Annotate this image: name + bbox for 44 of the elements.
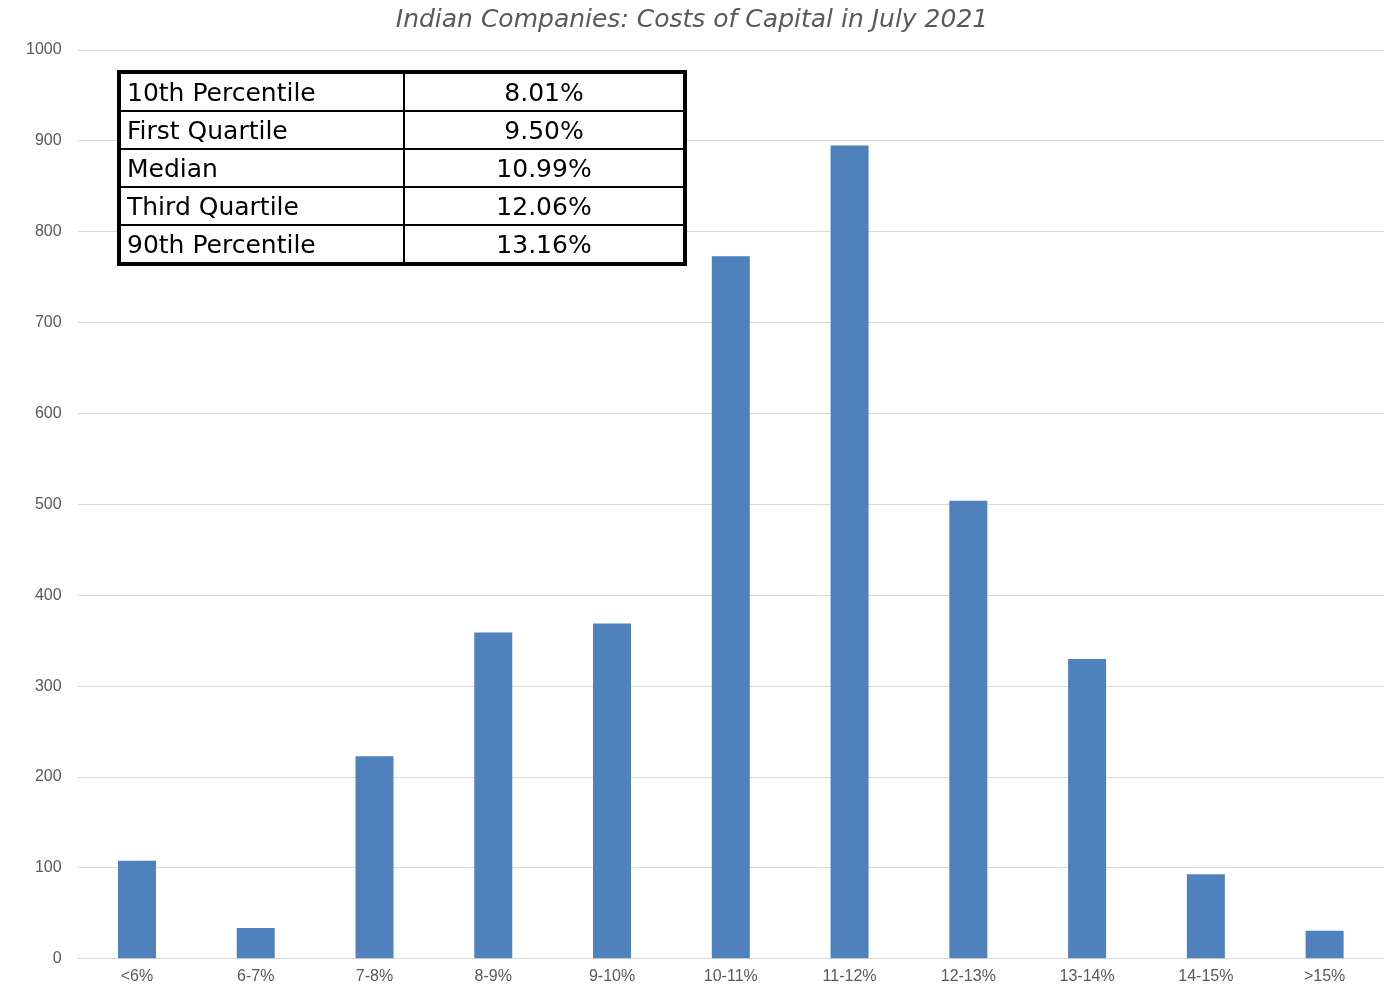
x-tick-label: 12-13% — [940, 966, 996, 984]
annotation: 10.99% — [404, 149, 685, 187]
y-tick-label: 100 — [34, 858, 62, 876]
annotation: 90th Percentile — [119, 225, 404, 264]
chart-title: Indian Companies: Costs of Capital in July 2021 — [394, 4, 990, 33]
x-tick-label: 13-14% — [1059, 966, 1115, 984]
bar — [1186, 874, 1225, 959]
x-tick-label: 10-11% — [703, 966, 758, 984]
annotation: 8.01% — [404, 72, 685, 111]
y-tick-label: 600 — [34, 403, 62, 421]
x-tick-label: 14-15% — [1178, 966, 1234, 984]
x-tick-label: 6-7% — [237, 966, 275, 984]
x-tick-label: 11-12% — [822, 966, 877, 984]
y-tick-label: 0 — [52, 949, 62, 967]
bar — [236, 927, 275, 959]
bar — [1305, 930, 1344, 959]
annotation: First Quartile — [119, 111, 404, 149]
bar — [949, 500, 988, 959]
x-tick-label: 7-8% — [355, 966, 394, 984]
y-tick-label: 300 — [34, 676, 62, 694]
y-tick-label: 500 — [34, 494, 62, 512]
x-tick-label: >15% — [1303, 966, 1346, 984]
bar — [1068, 658, 1107, 959]
annotation: Median — [119, 149, 404, 187]
annotation: 9.50% — [404, 111, 685, 149]
x-tick-label: <6% — [120, 966, 154, 984]
annotation: 10th Percentile — [119, 72, 404, 111]
bar — [593, 623, 632, 959]
bar — [474, 632, 513, 959]
y-tick-label: 400 — [34, 585, 62, 603]
bar — [117, 860, 156, 959]
y-tick-label: 200 — [34, 767, 62, 785]
bar — [830, 145, 869, 959]
bar — [355, 756, 394, 959]
annotation: 12.06% — [404, 187, 685, 225]
x-tick-label: 8-9% — [474, 966, 512, 984]
annotation: Third Quartile — [119, 187, 404, 225]
y-tick-label: 1000 — [26, 40, 62, 58]
y-tick-label: 800 — [34, 222, 62, 240]
y-tick-label: 900 — [34, 131, 62, 149]
bar — [711, 256, 750, 959]
y-tick-label: 700 — [34, 313, 62, 331]
x-tick-label: 9-10% — [588, 966, 636, 984]
annotation: 13.16% — [404, 225, 685, 264]
